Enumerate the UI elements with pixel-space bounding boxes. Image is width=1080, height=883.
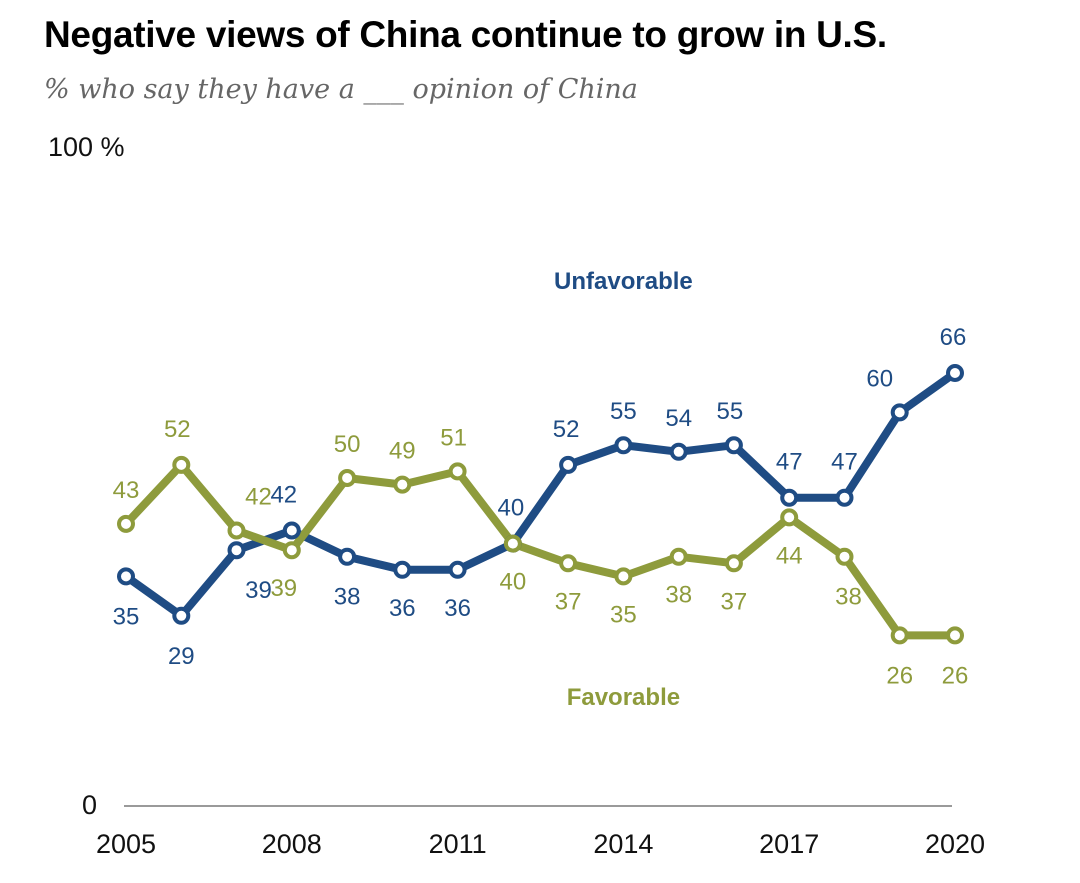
data-point-favorable-2008: [282, 541, 301, 560]
data-labels: 35 29 39 42 38 36 36 40 52 55 54 55 47 47 60 66 43 52 42 39…: [113, 268, 969, 711]
data-point-unfavorable-2008: [282, 521, 301, 540]
data-label-favorable: 42: [245, 484, 272, 511]
data-label-favorable: 51: [440, 424, 467, 451]
data-point-favorable-2013: [559, 554, 578, 573]
data-point-favorable-2014: [614, 567, 633, 586]
x-tick-label: 2017: [759, 829, 819, 859]
data-point-unfavorable-2016: [724, 436, 743, 455]
chart-subtitle: % who say they have a ___ opinion of Chi…: [44, 74, 638, 105]
data-label-unfavorable: 40: [498, 495, 525, 522]
data-label-favorable: 37: [555, 588, 582, 615]
series-lines: [122, 369, 959, 640]
data-point-unfavorable-2006: [172, 606, 191, 625]
data-point-unfavorable-2019: [890, 403, 909, 422]
y-tick-label: 100 %: [48, 132, 125, 162]
data-point-favorable-2016: [724, 554, 743, 573]
data-point-unfavorable-2013: [559, 455, 578, 474]
data-label-unfavorable: 55: [717, 398, 744, 425]
x-tick-label: 2008: [262, 829, 322, 859]
data-label-unfavorable: 47: [831, 449, 858, 476]
data-label-favorable: 26: [942, 662, 969, 689]
data-label-favorable: 37: [721, 588, 748, 615]
data-point-favorable-2010: [393, 475, 412, 494]
data-point-unfavorable-2017: [780, 488, 799, 507]
data-point-unfavorable-2018: [835, 488, 854, 507]
data-point-favorable-2019: [890, 626, 909, 645]
data-point-unfavorable-2010: [393, 560, 412, 579]
data-label-favorable: 26: [886, 662, 913, 689]
data-point-unfavorable-2015: [669, 442, 688, 461]
data-label-favorable: 43: [113, 477, 140, 504]
data-label-unfavorable: 35: [113, 603, 140, 630]
data-point-favorable-2009: [338, 469, 357, 487]
x-tick-label: 2014: [593, 829, 653, 859]
data-point-unfavorable-2011: [448, 560, 467, 579]
data-label-unfavorable: 39: [245, 577, 272, 604]
series-line-favorable: [122, 460, 959, 640]
data-label-unfavorable: 55: [610, 398, 637, 425]
data-label-favorable: 50: [334, 431, 361, 458]
axis-layer: 0 100 % 2005 2008 2011 2014 2017 2020: [48, 132, 985, 859]
data-point-unfavorable-2020: [946, 364, 964, 382]
data-point-favorable-2006: [172, 455, 191, 474]
data-point-favorable-2005: [117, 514, 135, 533]
data-label-unfavorable: 60: [866, 365, 893, 392]
data-point-favorable-2020: [946, 626, 964, 645]
data-point-favorable-2015: [669, 547, 688, 566]
data-label-unfavorable: 47: [776, 449, 803, 476]
legend-label-unfavorable: Unfavorable: [554, 268, 693, 295]
data-label-favorable: 52: [164, 416, 191, 443]
data-point-favorable-2017: [780, 508, 799, 527]
data-label-favorable: 44: [776, 542, 803, 569]
data-label-unfavorable: 29: [168, 643, 195, 670]
data-label-unfavorable: 36: [444, 595, 471, 622]
chart-title: Negative views of China continue to grow…: [44, 14, 887, 55]
data-label-favorable: 35: [610, 601, 637, 628]
data-label-unfavorable: 52: [553, 416, 580, 443]
data-label-unfavorable: 54: [665, 405, 692, 432]
series-markers: [117, 364, 964, 645]
data-label-unfavorable: 42: [270, 482, 297, 509]
data-point-favorable-2018: [835, 547, 854, 566]
data-label-favorable: 40: [500, 569, 527, 596]
data-point-unfavorable-2009: [338, 547, 357, 566]
y-tick-label: 0: [82, 790, 97, 820]
data-point-favorable-2007: [227, 521, 246, 540]
data-point-unfavorable-2005: [117, 567, 135, 586]
x-tick-label: 2020: [925, 829, 985, 859]
data-point-favorable-2011: [448, 462, 467, 481]
data-point-unfavorable-2007: [227, 541, 246, 560]
data-label-favorable: 39: [270, 575, 297, 602]
legend-label-favorable: Favorable: [567, 684, 680, 711]
data-label-unfavorable: 36: [389, 595, 416, 622]
data-label-favorable: 38: [835, 584, 862, 611]
data-label-unfavorable: 66: [940, 324, 967, 351]
data-point-unfavorable-2014: [614, 436, 633, 455]
x-tick-label: 2005: [96, 829, 156, 859]
x-tick-label: 2011: [429, 829, 487, 859]
data-label-favorable: 49: [389, 438, 416, 465]
data-label-unfavorable: 38: [334, 584, 361, 611]
data-label-favorable: 38: [665, 582, 692, 609]
data-point-favorable-2012: [503, 534, 522, 553]
